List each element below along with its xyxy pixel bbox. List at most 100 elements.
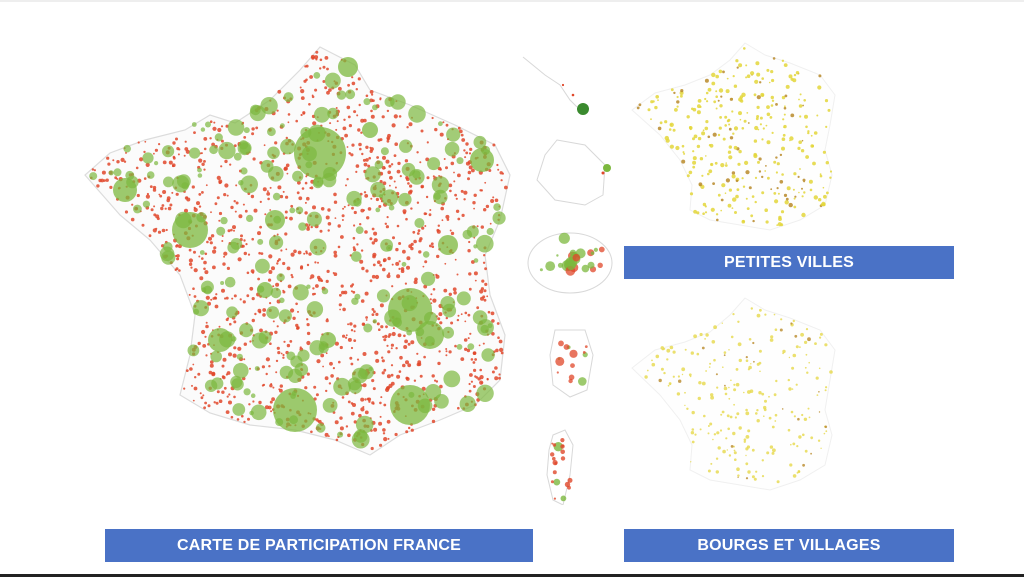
bourg-dot xyxy=(734,458,737,461)
commune-dot xyxy=(428,213,432,217)
petite-ville-dot xyxy=(668,128,672,131)
commune-dot xyxy=(420,129,424,133)
city-bubble xyxy=(357,369,368,380)
bourg-dot xyxy=(745,359,749,362)
bourg-dot xyxy=(655,354,660,359)
city-bubble xyxy=(412,170,421,179)
city-bubble xyxy=(390,94,406,110)
commune-dot xyxy=(471,168,475,173)
commune-dot xyxy=(335,438,339,442)
commune-dot xyxy=(329,361,333,366)
commune-dot xyxy=(483,289,487,293)
petite-ville-dot xyxy=(727,150,732,154)
city-bubble xyxy=(280,138,296,155)
guyane-dot xyxy=(555,356,565,366)
commune-dot xyxy=(149,185,153,189)
commune-dot xyxy=(230,415,234,419)
bourg-dot xyxy=(701,346,705,350)
commune-dot xyxy=(324,56,329,60)
petite-ville-dot xyxy=(715,95,718,98)
petite-ville-dot xyxy=(713,100,717,104)
commune-dot xyxy=(416,352,419,355)
commune-dot xyxy=(386,139,390,143)
commune-dot xyxy=(468,389,472,393)
commune-dot xyxy=(203,406,207,410)
commune-dot xyxy=(300,89,305,94)
commune-dot xyxy=(490,199,495,203)
commune-dot xyxy=(350,290,353,293)
commune-dot xyxy=(210,211,212,214)
commune-dot xyxy=(198,205,202,208)
city-bubble xyxy=(374,160,384,169)
petite-ville-dot xyxy=(741,127,745,130)
bourg-dot xyxy=(722,366,724,368)
petite-ville-dot xyxy=(802,178,806,182)
bourg-dot xyxy=(790,443,792,446)
commune-dot xyxy=(205,324,209,329)
corse-dot xyxy=(553,478,561,486)
commune-dot xyxy=(365,319,368,321)
bourg-dot xyxy=(771,451,775,455)
commune-dot xyxy=(143,177,147,180)
petite-ville-dot xyxy=(692,160,697,165)
bourg-dot xyxy=(684,348,687,351)
petite-ville-dot xyxy=(765,220,769,224)
guyane-dot xyxy=(582,351,586,354)
city-bubble xyxy=(380,147,389,156)
bourg-dot xyxy=(773,393,777,397)
commune-dot xyxy=(243,251,247,256)
petite-ville-dot xyxy=(724,192,727,194)
city-bubble xyxy=(427,157,441,171)
commune-dot xyxy=(359,223,362,226)
commune-dot xyxy=(289,340,293,343)
commune-dot xyxy=(116,160,120,164)
commune-dot xyxy=(472,385,476,388)
commune-dot xyxy=(199,392,202,395)
commune-dot xyxy=(233,144,237,148)
commune-dot xyxy=(378,205,382,208)
petite-ville-dot xyxy=(715,90,718,93)
petite-ville-dot xyxy=(718,69,723,74)
city-bubble xyxy=(267,146,280,160)
city-bubble xyxy=(133,204,142,214)
bourg-dot xyxy=(724,392,728,396)
bourg-dot xyxy=(727,427,730,431)
petite-ville-dot xyxy=(766,140,771,145)
commune-dot xyxy=(439,168,442,171)
commune-dot xyxy=(193,386,198,391)
petite-ville-dot xyxy=(829,176,832,179)
commune-dot xyxy=(218,399,223,404)
commune-dot xyxy=(347,83,350,87)
petite-ville-dot xyxy=(756,115,760,118)
commune-dot xyxy=(272,285,275,288)
commune-dot xyxy=(264,405,269,410)
petite-ville-dot xyxy=(802,104,804,107)
commune-dot xyxy=(347,400,351,404)
bourg-dot xyxy=(707,469,711,473)
commune-dot xyxy=(481,279,485,283)
petite-ville-dot xyxy=(673,91,676,95)
commune-dot xyxy=(322,65,326,69)
commune-dot xyxy=(380,325,384,329)
commune-dot xyxy=(139,157,144,162)
top-border xyxy=(0,0,1024,2)
commune-dot xyxy=(277,351,281,355)
commune-dot xyxy=(306,227,310,231)
commune-dot xyxy=(404,159,409,163)
commune-dot xyxy=(342,207,345,210)
commune-dot xyxy=(384,334,388,339)
city-bubble xyxy=(287,368,303,383)
commune-dot xyxy=(352,236,356,240)
bourg-dot xyxy=(804,449,808,453)
city-bubble xyxy=(89,172,98,181)
bourg-dot xyxy=(753,477,757,481)
city-bubble xyxy=(290,393,296,399)
city-bubble xyxy=(233,362,249,379)
commune-dot xyxy=(258,310,262,314)
commune-dot xyxy=(176,257,180,261)
commune-dot xyxy=(261,365,265,369)
petite-ville-dot xyxy=(779,180,784,184)
bourg-dot xyxy=(745,454,747,457)
commune-dot xyxy=(317,261,319,264)
commune-dot xyxy=(425,195,429,199)
